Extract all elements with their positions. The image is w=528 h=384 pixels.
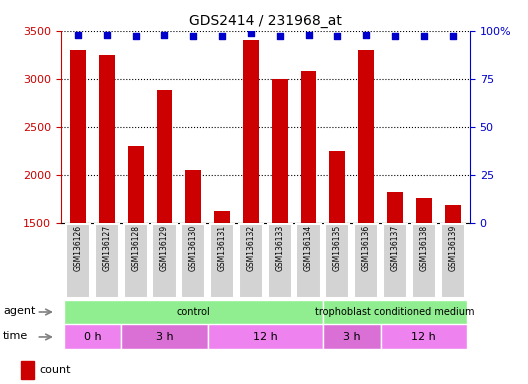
Text: 0 h: 0 h [83, 332, 101, 342]
Point [304, 31, 313, 38]
Bar [359, 50, 374, 223]
Bar [272, 79, 288, 223]
Point [247, 30, 255, 36]
FancyBboxPatch shape [383, 224, 407, 298]
Bar [329, 151, 345, 223]
Bar [416, 198, 432, 223]
Text: 3 h: 3 h [343, 332, 361, 342]
Bar [70, 50, 86, 223]
FancyBboxPatch shape [124, 224, 148, 298]
Text: GSM136128: GSM136128 [131, 225, 140, 271]
Bar [387, 192, 403, 223]
Point [160, 31, 168, 38]
Bar [21, 361, 34, 379]
Text: GSM136131: GSM136131 [218, 225, 227, 271]
FancyBboxPatch shape [66, 224, 90, 298]
FancyBboxPatch shape [440, 224, 465, 298]
Point [448, 33, 457, 40]
Text: GSM136132: GSM136132 [247, 225, 256, 271]
Text: GSM136139: GSM136139 [448, 225, 457, 271]
Point [362, 31, 371, 38]
Point [102, 31, 111, 38]
Text: GSM136126: GSM136126 [73, 225, 82, 271]
FancyBboxPatch shape [296, 224, 320, 298]
Bar [445, 205, 460, 223]
Point [276, 33, 284, 40]
Point [131, 33, 140, 40]
FancyBboxPatch shape [63, 324, 121, 349]
Point [420, 33, 428, 40]
FancyBboxPatch shape [381, 324, 467, 349]
Text: GSM136127: GSM136127 [102, 225, 111, 271]
Bar [214, 211, 230, 223]
Text: 3 h: 3 h [156, 332, 173, 342]
FancyBboxPatch shape [239, 224, 263, 298]
FancyBboxPatch shape [412, 224, 436, 298]
Bar [128, 146, 144, 223]
Text: 12 h: 12 h [253, 332, 278, 342]
Point [218, 33, 227, 40]
FancyBboxPatch shape [323, 300, 467, 324]
FancyBboxPatch shape [153, 224, 176, 298]
FancyBboxPatch shape [210, 224, 234, 298]
Text: count: count [40, 365, 71, 375]
Text: GSM136135: GSM136135 [333, 225, 342, 271]
Text: time: time [3, 331, 29, 341]
Bar [156, 90, 172, 223]
FancyBboxPatch shape [63, 300, 323, 324]
Text: trophoblast conditioned medium: trophoblast conditioned medium [315, 307, 475, 317]
FancyBboxPatch shape [208, 324, 323, 349]
Text: GSM136136: GSM136136 [362, 225, 371, 271]
Bar [300, 71, 316, 223]
Bar [99, 55, 115, 223]
FancyBboxPatch shape [325, 224, 350, 298]
Point [189, 33, 197, 40]
Text: GSM136129: GSM136129 [160, 225, 169, 271]
FancyBboxPatch shape [323, 324, 381, 349]
FancyBboxPatch shape [95, 224, 119, 298]
Text: agent: agent [3, 306, 35, 316]
Title: GDS2414 / 231968_at: GDS2414 / 231968_at [189, 14, 342, 28]
Text: control: control [176, 307, 210, 317]
Text: GSM136133: GSM136133 [275, 225, 284, 271]
Text: GSM136134: GSM136134 [304, 225, 313, 271]
Text: 12 h: 12 h [411, 332, 436, 342]
Bar [185, 170, 201, 223]
Text: GSM136137: GSM136137 [391, 225, 400, 271]
Point [391, 33, 399, 40]
FancyBboxPatch shape [181, 224, 205, 298]
FancyBboxPatch shape [268, 224, 292, 298]
Text: GSM136130: GSM136130 [189, 225, 198, 271]
Text: GSM136138: GSM136138 [419, 225, 428, 271]
Point [333, 33, 342, 40]
Bar [243, 40, 259, 223]
Point [74, 31, 82, 38]
FancyBboxPatch shape [354, 224, 378, 298]
FancyBboxPatch shape [121, 324, 208, 349]
